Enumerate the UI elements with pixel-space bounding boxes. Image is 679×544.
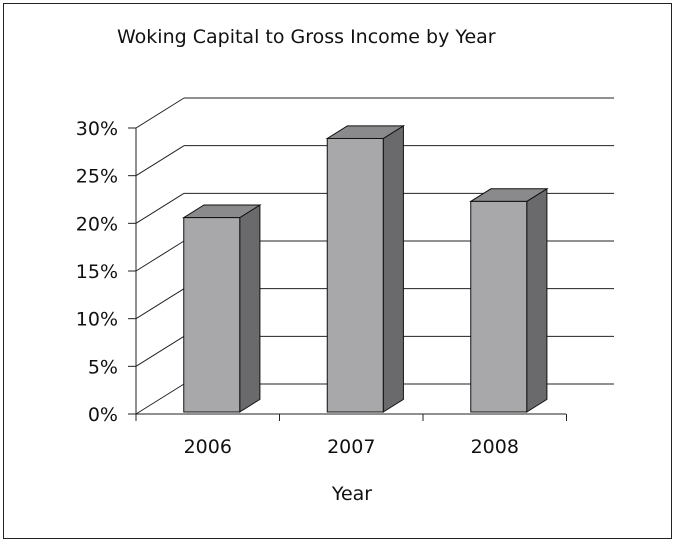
bar-side-face (382, 124, 404, 413)
bar-side-face (239, 204, 261, 413)
y-tick-label: 0% (88, 404, 118, 426)
gridline-diagonal (135, 288, 185, 320)
x-tick-label: 2007 (327, 436, 375, 458)
x-tick-label: 2008 (471, 436, 519, 458)
bar-side-face (526, 187, 548, 413)
x-tick-label: 2006 (184, 436, 232, 458)
gridline-diagonal (135, 145, 185, 177)
bar-2006 (182, 204, 262, 413)
bar-2007 (325, 124, 406, 413)
gridline-diagonal (135, 97, 185, 129)
bars (182, 124, 549, 413)
y-tick-label: 25% (76, 166, 118, 188)
bar-2008 (469, 187, 549, 413)
y-tick-labels: 0% 5% 10% 15% 20% 25% 30% (76, 118, 118, 426)
gridline-diagonal (135, 383, 185, 415)
axes (128, 127, 567, 421)
bar-front-face (470, 200, 528, 413)
y-tick-label: 10% (76, 309, 118, 331)
bar-front-face (183, 217, 241, 413)
x-tick-labels: 2006 2007 2008 (184, 436, 519, 458)
y-tick-label: 30% (76, 118, 118, 140)
gridline-diagonal (135, 240, 185, 272)
y-tick-label: 20% (76, 213, 118, 235)
bar-front-face (326, 137, 384, 413)
x-axis-label: Year (331, 483, 372, 505)
y-tick-label: 5% (88, 356, 118, 378)
gridline-diagonal (135, 335, 185, 367)
chart-title: Woking Capital to Gross Income by Year (117, 26, 496, 48)
y-tick-label: 15% (76, 261, 118, 283)
gridline-diagonal (135, 192, 185, 224)
